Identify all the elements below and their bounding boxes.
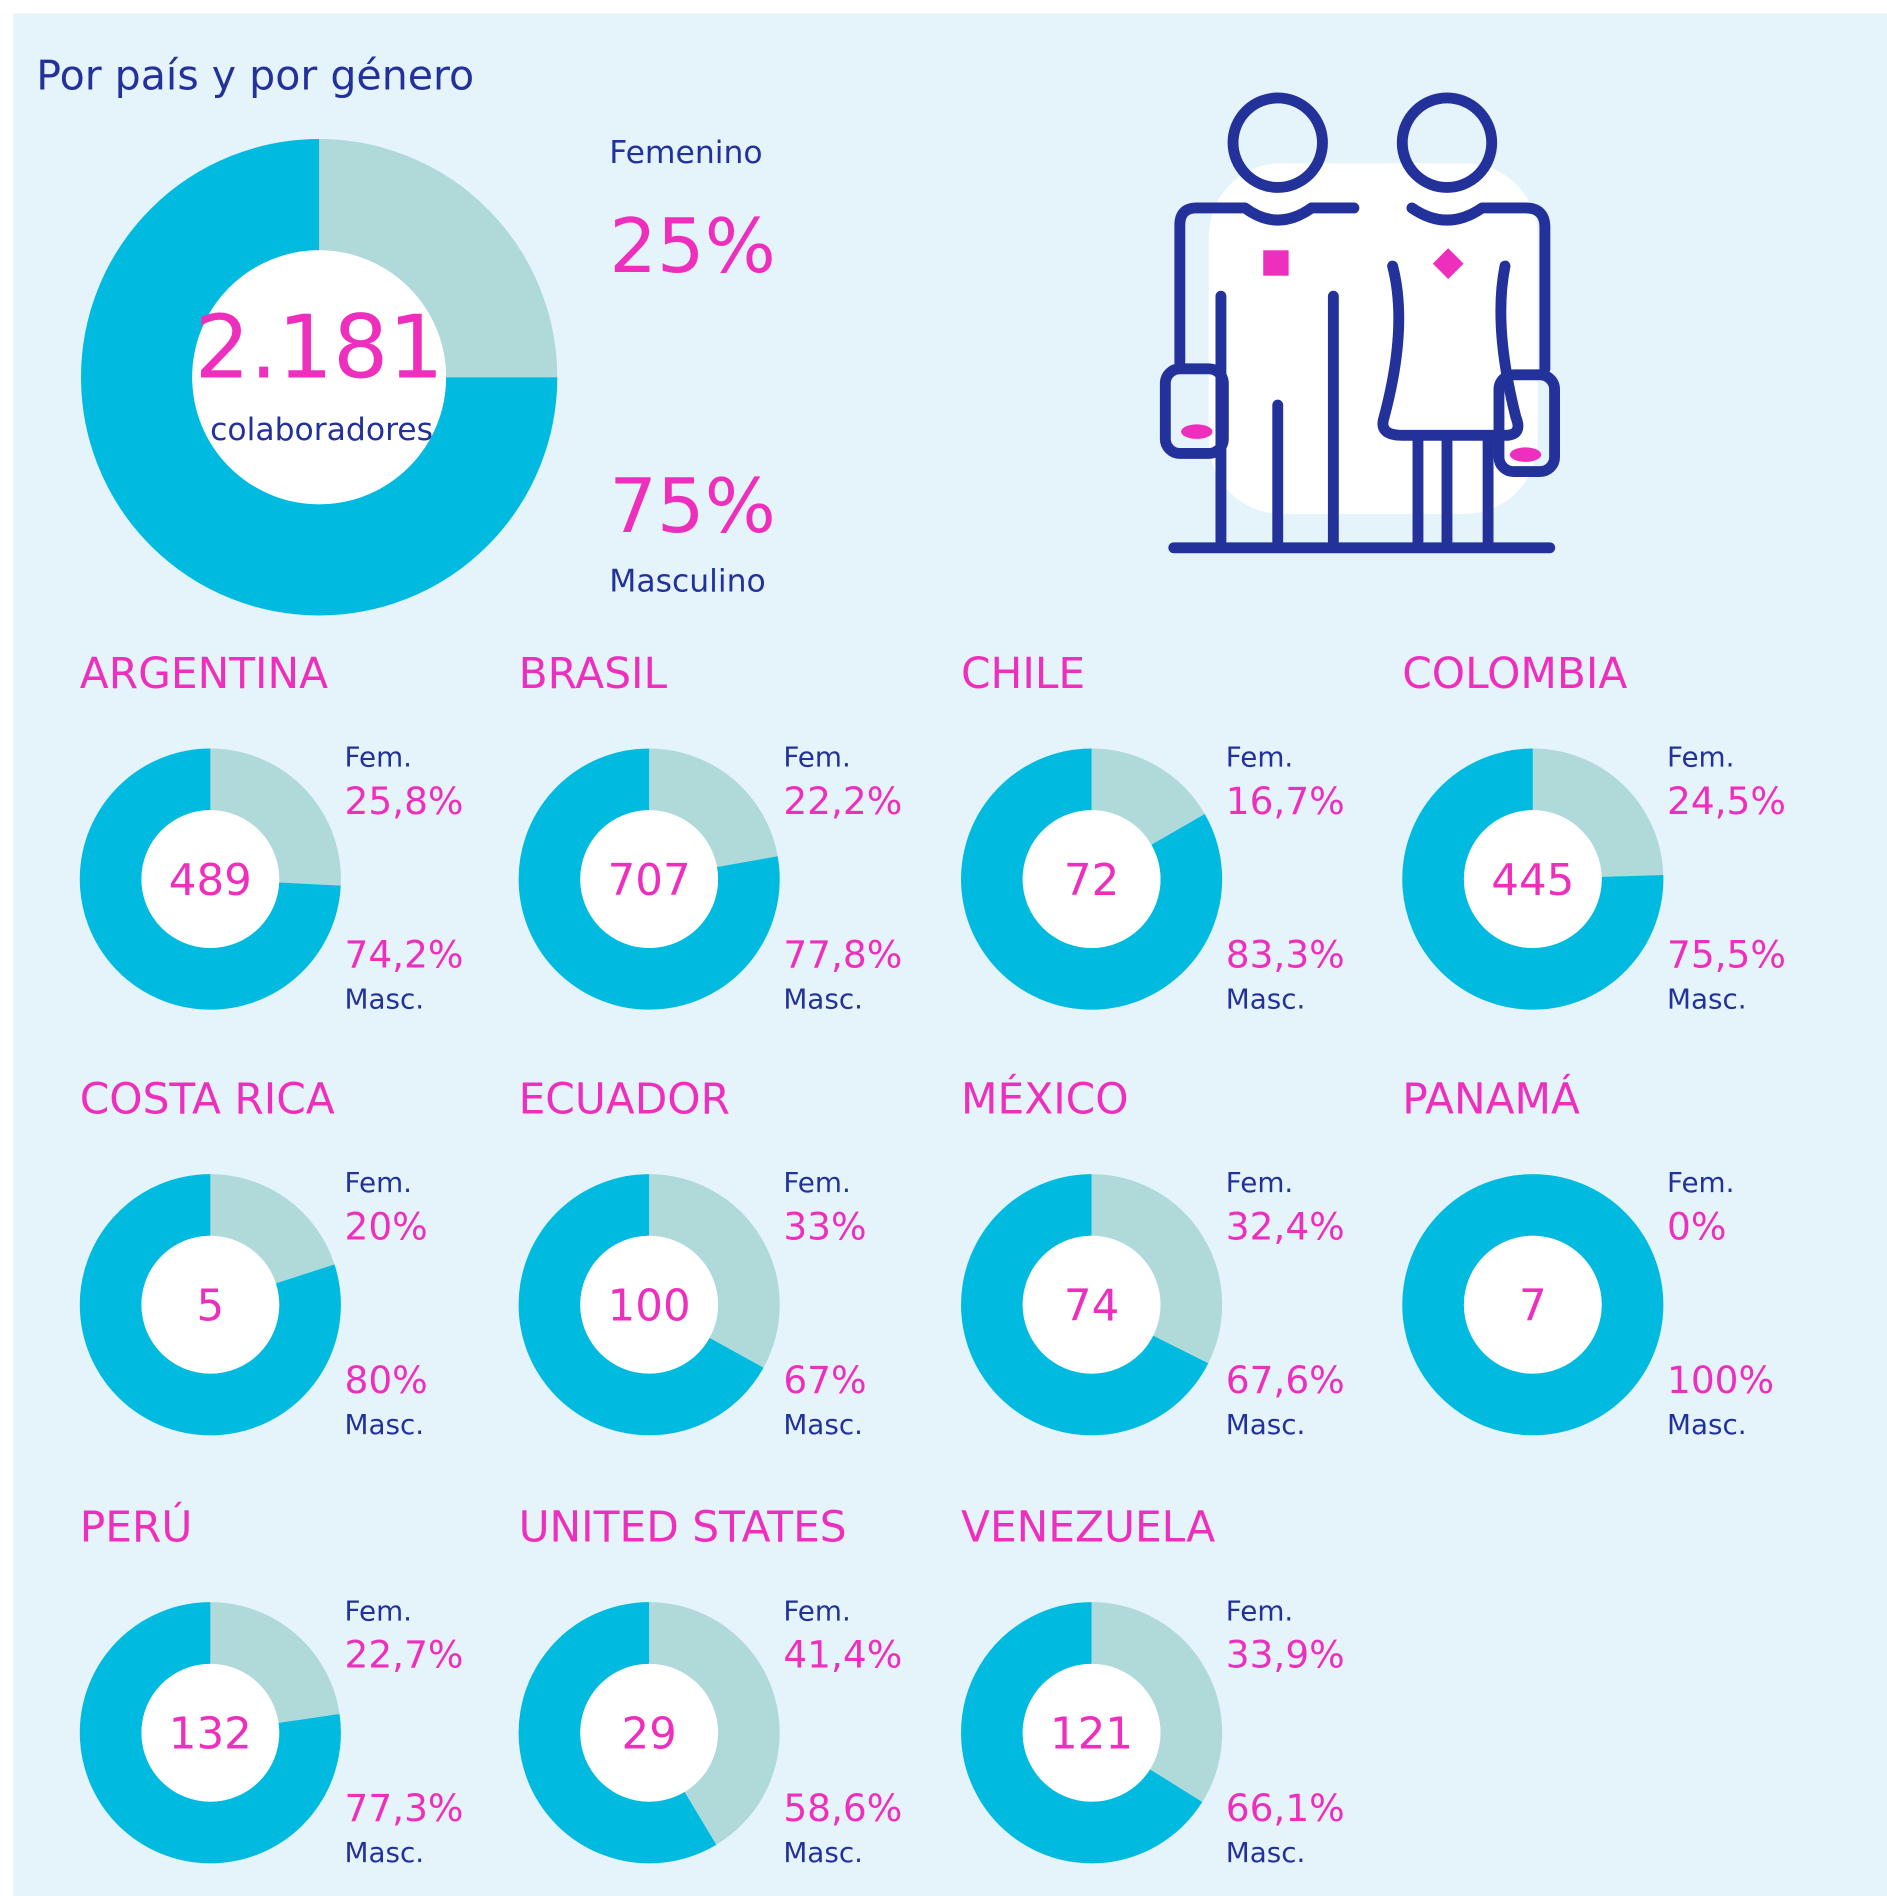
total-label: 100 xyxy=(608,1281,691,1331)
value-label: 22,7% xyxy=(345,1632,464,1676)
value-label: 77,3% xyxy=(345,1786,464,1830)
legend-label: Fem. xyxy=(1226,741,1293,774)
country-title: ECUADOR xyxy=(519,1075,730,1124)
value-label: 74,2% xyxy=(345,932,464,976)
legend-label: Masc. xyxy=(783,982,863,1015)
total-label: 72 xyxy=(1064,856,1119,906)
legend-label: Fem. xyxy=(345,1594,412,1627)
legend-label: Masc. xyxy=(345,1408,425,1441)
value-label: 83,3% xyxy=(1226,932,1345,976)
legend-label: Masc. xyxy=(1226,982,1306,1015)
country-title: COSTA RICA xyxy=(80,1075,335,1124)
value-label: 58,6% xyxy=(783,1786,902,1830)
legend-label: Fem. xyxy=(783,1594,850,1627)
value-label: 41,4% xyxy=(783,1632,902,1676)
value-label: 0% xyxy=(1667,1204,1726,1248)
total-label: 121 xyxy=(1050,1709,1133,1759)
legend-label: Masc. xyxy=(1667,1408,1747,1441)
legend-label: Fem. xyxy=(1667,1166,1734,1199)
infographic: Por país y por género 2.181 colaboradores… xyxy=(0,0,1887,1896)
country-title: COLOMBIA xyxy=(1402,649,1627,698)
value-label: 32,4% xyxy=(1226,1204,1345,1248)
legend-label: Masc. xyxy=(345,982,425,1015)
value-label: 67,6% xyxy=(1226,1358,1345,1402)
legend-label: Masculino xyxy=(609,563,766,599)
legend-label: Masc. xyxy=(783,1408,863,1441)
total-label: 445 xyxy=(1491,856,1574,906)
legend-label: Femenino xyxy=(609,135,762,171)
country-title: UNITED STATES xyxy=(519,1503,847,1552)
total-label: 707 xyxy=(608,856,691,906)
value-label: 80% xyxy=(345,1358,428,1402)
country-title: PERÚ xyxy=(80,1502,193,1552)
total-label: 5 xyxy=(196,1281,224,1331)
country-title: PANAMÁ xyxy=(1402,1074,1580,1124)
value-label: 33% xyxy=(783,1204,866,1248)
value-label: 77,8% xyxy=(783,932,902,976)
value-label: 20% xyxy=(345,1204,428,1248)
page: Por país y por género 2.181 colaboradores… xyxy=(0,0,1887,1896)
legend-label: Fem. xyxy=(783,1166,850,1199)
country-title: CHILE xyxy=(961,649,1085,698)
value-label: 22,2% xyxy=(783,779,902,823)
total-label: 7 xyxy=(1519,1281,1547,1331)
value-label: 16,7% xyxy=(1226,779,1345,823)
value-label: 33,9% xyxy=(1226,1632,1345,1676)
value-label: 25% xyxy=(609,202,776,290)
country-title: VENEZUELA xyxy=(961,1503,1215,1552)
total-label: 29 xyxy=(621,1709,676,1759)
legend-label: Masc. xyxy=(1226,1408,1306,1441)
page-title: Por país y por género xyxy=(36,51,474,99)
legend-label: Fem. xyxy=(345,741,412,774)
total-label: 74 xyxy=(1064,1281,1119,1331)
icon-accent xyxy=(1181,424,1212,439)
legend-label: Fem. xyxy=(1226,1166,1293,1199)
legend-label: Masc. xyxy=(345,1836,425,1869)
country-title: BRASIL xyxy=(519,649,668,698)
icon-accent xyxy=(1263,250,1288,275)
value-label: 75% xyxy=(609,462,776,550)
legend-label: Fem. xyxy=(1226,1594,1293,1627)
legend-label: Masc. xyxy=(783,1836,863,1869)
legend-label: Fem. xyxy=(345,1166,412,1199)
legend-label: Masc. xyxy=(1667,982,1747,1015)
value-label: 66,1% xyxy=(1226,1786,1345,1830)
legend-label: Masc. xyxy=(1226,1836,1306,1869)
icon-accent xyxy=(1510,447,1541,462)
country-title: ARGENTINA xyxy=(80,649,328,698)
value-label: 75,5% xyxy=(1667,932,1786,976)
total-label: 2.181 xyxy=(195,296,444,398)
total-label: 489 xyxy=(169,856,252,906)
legend-label: Fem. xyxy=(783,741,850,774)
value-label: 24,5% xyxy=(1667,779,1786,823)
legend-label: Fem. xyxy=(1667,741,1734,774)
value-label: 100% xyxy=(1667,1358,1774,1402)
total-label: 132 xyxy=(169,1709,252,1759)
country-title: MÉXICO xyxy=(961,1074,1128,1124)
total-caption: colaboradores xyxy=(210,412,433,448)
value-label: 67% xyxy=(783,1358,866,1402)
value-label: 25,8% xyxy=(345,779,464,823)
